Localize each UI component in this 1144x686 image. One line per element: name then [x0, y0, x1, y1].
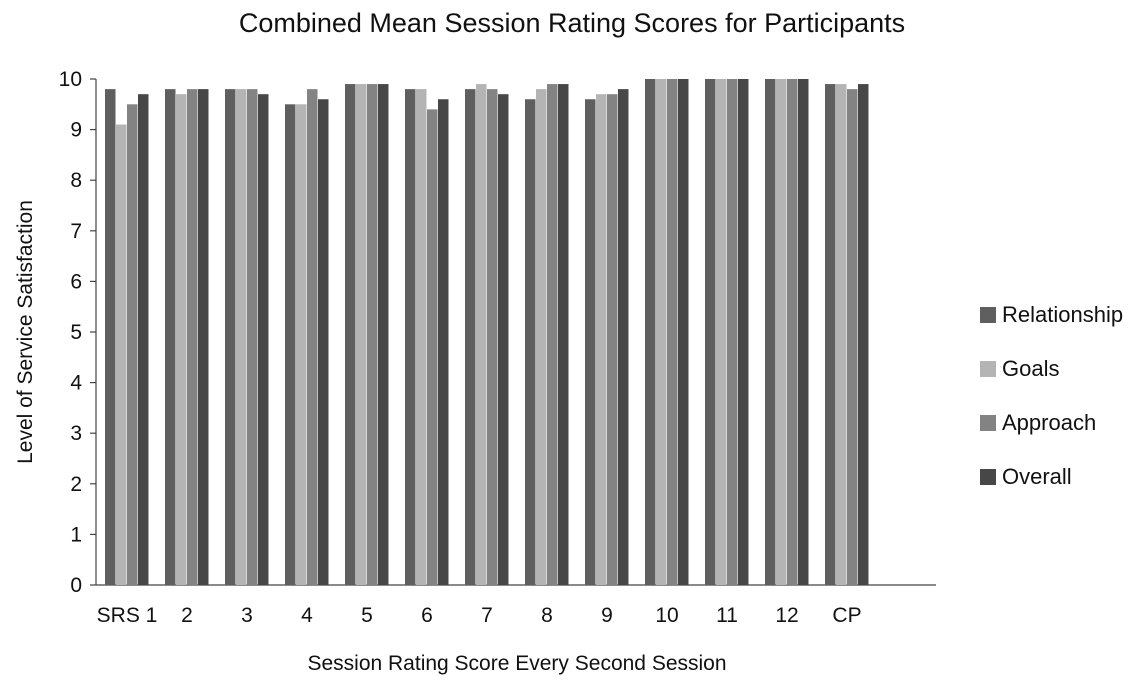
bar-goals-2: [176, 94, 187, 586]
bar-approach-4: [307, 89, 318, 586]
bar-overall-12: [798, 79, 809, 585]
legend-swatch-relationship: [980, 307, 996, 323]
bar-goals-9: [596, 94, 607, 586]
y-tick-label: 3: [70, 422, 82, 445]
bar-approach-12: [787, 79, 798, 585]
bar-goals-5: [356, 84, 367, 585]
y-tick-label: 7: [70, 220, 82, 243]
y-tick-label: 0: [70, 574, 82, 597]
bar-approach-9: [607, 94, 618, 586]
legend-label-relationship: Relationship: [1002, 302, 1124, 327]
bar-approach-2: [187, 89, 198, 586]
bar-goals-8: [536, 89, 547, 586]
y-tick-label: 4: [70, 372, 82, 395]
x-tick-label: 8: [541, 604, 553, 627]
legend-item-overall: Overall: [980, 450, 1123, 504]
legend-item-goals: Goals: [980, 342, 1123, 396]
bar-goals-srs-1: [116, 124, 127, 585]
legend-swatch-approach: [980, 415, 996, 431]
bar-relationship-7: [465, 89, 476, 586]
bar-relationship-3: [225, 89, 236, 586]
x-tick-label: 11: [716, 604, 738, 627]
bar-goals-3: [236, 89, 247, 586]
bar-goals-4: [296, 104, 307, 586]
bar-overall-srs-1: [138, 94, 149, 586]
bar-approach-10: [667, 79, 678, 585]
legend-item-approach: Approach: [980, 396, 1123, 450]
bar-overall-8: [558, 84, 569, 585]
bar-relationship-10: [645, 79, 656, 585]
bar-approach-cp: [847, 89, 858, 586]
bar-approach-3: [247, 89, 258, 586]
legend-swatch-goals: [980, 361, 996, 377]
x-tick-label: 6: [421, 604, 433, 627]
bar-overall-6: [438, 99, 449, 586]
x-tick-label: 3: [241, 604, 253, 627]
x-axis-label: Session Rating Score Every Second Sessio…: [307, 652, 727, 675]
bar-overall-7: [498, 94, 509, 586]
bar-approach-6: [427, 109, 438, 586]
bar-relationship-6: [405, 89, 416, 586]
legend-item-relationship: Relationship: [980, 288, 1123, 342]
bar-relationship-12: [765, 79, 776, 585]
x-tick-label: 2: [181, 604, 193, 627]
y-tick-label: 5: [70, 321, 82, 344]
bar-overall-cp: [858, 84, 869, 585]
bar-relationship-8: [525, 99, 536, 586]
x-tick-label: 12: [775, 604, 798, 627]
y-tick-label: 2: [70, 473, 82, 496]
x-tick-label: CP: [832, 604, 861, 627]
bar-overall-5: [378, 84, 389, 585]
y-tick-label: 10: [59, 68, 82, 91]
bar-relationship-cp: [825, 84, 836, 585]
bar-goals-7: [476, 84, 487, 585]
legend-label-approach: Approach: [1002, 410, 1097, 435]
legend: Relationship Goals Approach Overall: [980, 288, 1123, 504]
x-tick-label: SRS 1: [97, 604, 158, 627]
bar-relationship-srs-1: [105, 89, 116, 586]
x-tick-label: 7: [481, 604, 493, 627]
bar-goals-cp: [836, 84, 847, 585]
bar-overall-9: [618, 89, 629, 586]
bar-overall-2: [198, 89, 209, 586]
bar-approach-7: [487, 89, 498, 586]
bar-overall-4: [318, 99, 329, 586]
x-tick-label: 4: [301, 604, 313, 627]
legend-swatch-overall: [980, 469, 996, 485]
bar-goals-10: [656, 79, 667, 585]
x-tick-label: 10: [655, 604, 678, 627]
x-tick-label: 9: [601, 604, 613, 627]
y-tick-label: 1: [70, 523, 82, 546]
bar-goals-11: [716, 79, 727, 585]
bar-goals-12: [776, 79, 787, 585]
bar-overall-3: [258, 94, 269, 586]
bar-relationship-9: [585, 99, 596, 586]
bar-approach-srs-1: [127, 104, 138, 586]
legend-label-goals: Goals: [1002, 356, 1060, 381]
bar-relationship-11: [705, 79, 716, 585]
bar-overall-11: [738, 79, 749, 585]
bar-relationship-5: [345, 84, 356, 585]
chart-title: Combined Mean Session Rating Scores for …: [238, 8, 906, 38]
y-tick-label: 8: [70, 169, 82, 192]
y-tick-label: 6: [70, 270, 82, 293]
bar-goals-6: [416, 89, 427, 586]
bar-approach-8: [547, 84, 558, 585]
legend-label-overall: Overall: [1002, 464, 1072, 489]
y-tick-label: 9: [70, 119, 82, 142]
bar-approach-5: [367, 84, 378, 585]
x-tick-label: 5: [361, 604, 373, 627]
bar-overall-10: [678, 79, 689, 585]
bar-approach-11: [727, 79, 738, 585]
bar-relationship-2: [165, 89, 176, 586]
bar-relationship-4: [285, 104, 296, 586]
